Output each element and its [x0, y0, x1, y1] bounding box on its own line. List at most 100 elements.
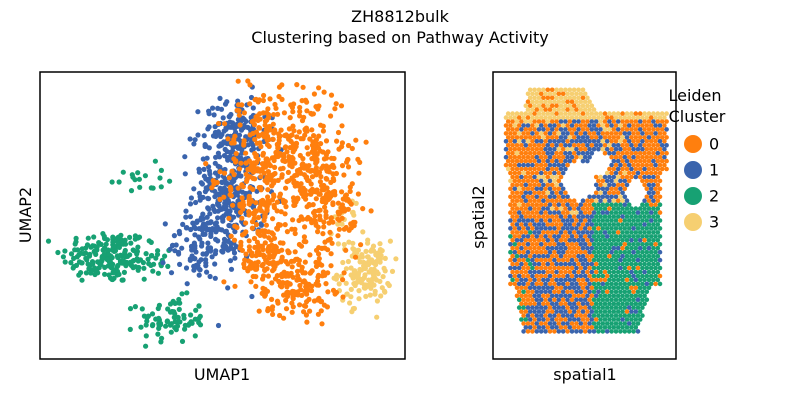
spatial-spot-cluster-2 [609, 305, 614, 310]
spatial-spot-cluster-1 [585, 301, 590, 307]
spatial-spot-cluster-2 [640, 234, 645, 239]
spatial-spot-cluster-2 [651, 277, 656, 283]
spatial-spot-cluster-1 [633, 309, 639, 314]
umap-point-cluster-2 [141, 276, 147, 282]
umap-point-cluster-1 [191, 141, 197, 147]
umap-point-cluster-0 [326, 220, 332, 226]
spatial-spot-cluster-0 [657, 146, 663, 152]
spatial-spot-cluster-0 [644, 154, 650, 160]
spatial-spot-cluster-0 [523, 293, 529, 299]
spatial-spot-cluster-2 [631, 218, 636, 223]
umap-point-cluster-2 [104, 237, 110, 243]
spatial-spot-cluster-2 [635, 249, 641, 255]
spatial-spot-cluster-1 [536, 253, 542, 259]
spatial-spot-cluster-2 [609, 321, 614, 326]
spatial-spot-cluster-1 [651, 190, 656, 196]
spatial-spot-cluster-0 [642, 150, 647, 156]
spatial-spot-cluster-0 [541, 261, 546, 267]
umap-point-cluster-2 [91, 234, 97, 240]
spatial-spot-cluster-0 [662, 123, 667, 128]
spatial-spot-cluster-1 [602, 174, 608, 180]
spatial-spot-cluster-0 [587, 210, 592, 215]
spatial-spot-cluster-0 [525, 281, 531, 287]
spatial-spot-cluster-3 [523, 103, 529, 108]
umap-point-cluster-0 [299, 118, 306, 124]
spatial-spot-cluster-3 [589, 111, 595, 116]
spatial-spot-cluster-3 [521, 115, 526, 120]
spatial-spot-cluster-1 [527, 317, 533, 322]
spatial-spot-cluster-1 [543, 289, 548, 295]
spatial-spot-cluster-2 [591, 289, 597, 295]
spatial-spot-cluster-2 [600, 313, 606, 318]
spatial-spot-cluster-2 [600, 329, 606, 334]
umap-point-cluster-0 [271, 180, 277, 186]
umap-point-cluster-1 [212, 160, 218, 166]
spatial-spot-cluster-2 [642, 206, 647, 211]
spatial-spot-cluster-0 [521, 178, 526, 184]
spatial-spot-cluster-2 [602, 261, 608, 267]
spatial-spot-cluster-0 [576, 301, 581, 307]
spatial-spot-cluster-1 [607, 174, 612, 180]
spatial-spot-cluster-1 [541, 317, 546, 322]
spatial-spot-cluster-1 [567, 222, 573, 227]
spatial-spot-cluster-1 [646, 174, 652, 180]
spatial-spot-cluster-2 [609, 265, 614, 271]
spatial-spot-cluster-0 [576, 269, 581, 275]
spatial-spot-cluster-1 [596, 131, 601, 136]
spatial-spot-cluster-2 [626, 249, 632, 255]
spatial-spot-cluster-1 [543, 281, 548, 287]
spatial-spot-cluster-2 [607, 301, 612, 307]
spatial-spot-cluster-0 [657, 131, 663, 136]
spatial-spot-cluster-2 [640, 281, 645, 287]
spatial-spot-cluster-2 [609, 281, 614, 287]
spatial-spot-cluster-1 [514, 238, 520, 243]
umap-point-cluster-3 [373, 262, 379, 268]
spatial-spot-cluster-0 [571, 143, 577, 148]
spatial-spot-cluster-3 [527, 87, 533, 93]
spatial-spot-cluster-0 [554, 253, 559, 259]
spatial-spot-cluster-3 [560, 99, 566, 104]
spatial-spot-cluster-1 [620, 317, 625, 322]
spatial-spot-cluster-0 [543, 257, 548, 263]
umap-point-cluster-0 [291, 289, 297, 295]
spatial-spot-cluster-0 [642, 158, 647, 164]
spatial-spot-cluster-0 [519, 293, 524, 299]
umap-point-cluster-0 [308, 287, 315, 294]
spatial-spot-cluster-0 [545, 127, 551, 132]
spatial-spot-cluster-0 [620, 143, 625, 148]
spatial-spot-cluster-0 [558, 317, 564, 322]
umap-point-cluster-2 [127, 306, 134, 312]
umap-point-cluster-0 [279, 283, 285, 289]
spatial-spot-cluster-2 [620, 222, 625, 227]
spatial-spot-cluster-1 [578, 202, 584, 207]
spatial-spot-cluster-1 [552, 162, 557, 168]
spatial-spot-cluster-0 [554, 135, 559, 140]
figure-title: Clustering based on Pathway Activity [251, 28, 548, 47]
spatial-spot-cluster-3 [587, 99, 592, 104]
umap-point-cluster-2 [98, 241, 104, 247]
spatial-spot-cluster-0 [574, 249, 579, 255]
spatial-spot-cluster-0 [549, 238, 555, 243]
spatial-spot-cluster-1 [569, 154, 575, 160]
umap-point-cluster-2 [128, 262, 134, 268]
spatial-spot-cluster-1 [541, 325, 546, 330]
spatial-spot-cluster-1 [620, 214, 625, 219]
spatial-spot-cluster-0 [549, 261, 555, 267]
spatial-spot-cluster-2 [648, 226, 654, 231]
spatial-spot-cluster-1 [536, 309, 542, 314]
umap-point-cluster-0 [243, 150, 249, 156]
umap-point-cluster-1 [217, 95, 223, 101]
spatial-spot-cluster-1 [512, 249, 518, 255]
spatial-spot-cluster-1 [567, 293, 573, 299]
umap-point-cluster-0 [311, 168, 317, 174]
spatial-spot-cluster-0 [653, 281, 658, 287]
spatial-spot-cluster-0 [620, 127, 625, 132]
spatial-spot-cluster-1 [567, 325, 573, 330]
spatial-spot-cluster-0 [593, 190, 599, 196]
umap-point-cluster-0 [270, 254, 276, 260]
spatial-spot-cluster-1 [558, 182, 564, 188]
spatial-spot-cluster-1 [532, 174, 537, 180]
spatial-spot-cluster-0 [547, 265, 553, 271]
spatial-spot-cluster-1 [580, 245, 586, 251]
